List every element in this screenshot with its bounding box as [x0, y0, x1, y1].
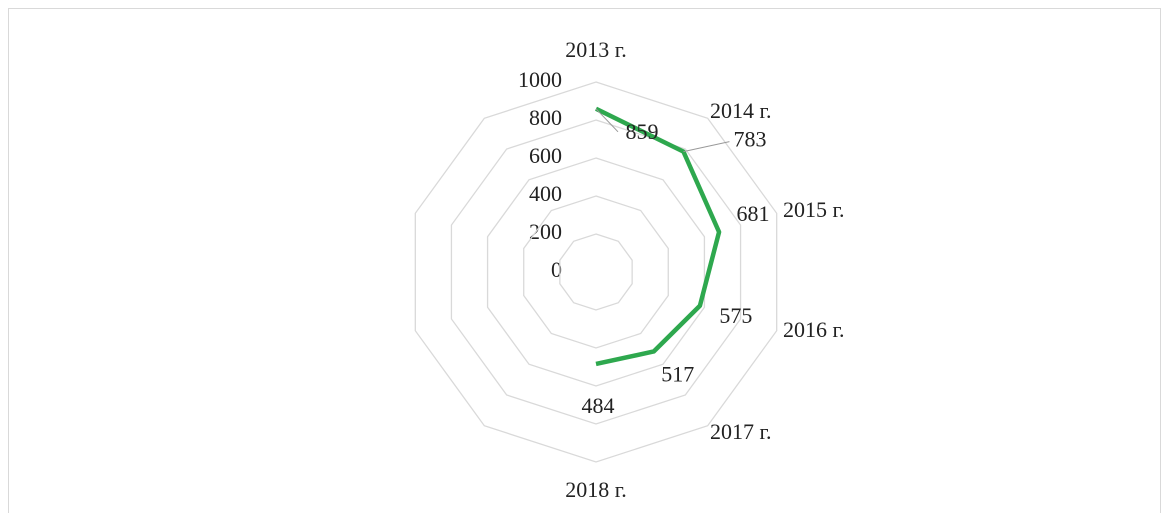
leader-line	[595, 108, 619, 133]
r-tick-label: 600	[529, 143, 562, 168]
data-label: 783	[733, 127, 766, 152]
grid-ring	[414, 81, 778, 463]
r-tick-label: 800	[529, 105, 562, 130]
category-label: 2015 г.	[783, 197, 845, 222]
data-label: 681	[737, 201, 770, 226]
category-label: 2017 г.	[710, 419, 772, 444]
category-label: 2014 г.	[710, 98, 772, 123]
r-tick-label: 400	[529, 181, 562, 206]
series-line	[595, 106, 722, 367]
category-label: 2016 г.	[783, 317, 845, 342]
grid-ring	[486, 157, 706, 387]
chart-frame	[8, 8, 1161, 513]
category-label: 2013 г.	[565, 37, 627, 62]
r-tick-label: 0	[551, 257, 562, 282]
r-tick-label: 1000	[518, 67, 562, 92]
r-tick-label: 200	[529, 219, 562, 244]
data-label: 575	[719, 303, 752, 328]
grid-ring	[559, 233, 633, 311]
grid-ring	[523, 195, 669, 349]
data-label: 517	[661, 362, 694, 387]
data-label: 484	[582, 393, 615, 418]
leader-line	[683, 141, 730, 153]
grid-ring	[450, 119, 742, 425]
category-label: 2018 г.	[565, 477, 627, 502]
data-label: 859	[626, 119, 659, 144]
